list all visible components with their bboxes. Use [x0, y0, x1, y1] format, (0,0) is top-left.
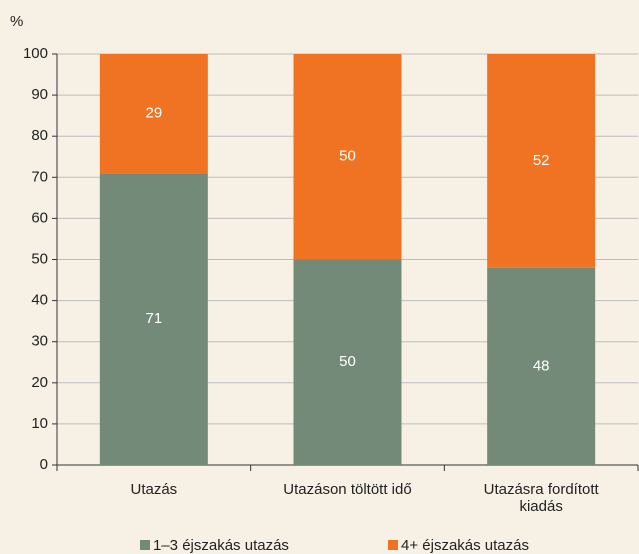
data-label: 29 — [145, 105, 162, 122]
y-tick-label: 70 — [31, 168, 48, 185]
y-tick-label: 10 — [31, 415, 48, 432]
bar-segment — [293, 259, 402, 465]
x-tick-label: Utazáson töltött idő — [283, 481, 412, 498]
x-tick-label: Utazásra fordított kiadás — [483, 481, 599, 515]
bar-segment — [487, 54, 596, 268]
y-tick-label: 30 — [31, 333, 48, 350]
y-tick-label: 80 — [31, 127, 48, 144]
data-label: 71 — [145, 310, 162, 327]
bar-segment — [99, 54, 208, 174]
bar-segment — [293, 54, 402, 260]
bar-segment — [99, 173, 208, 465]
y-tick-label: 0 — [40, 456, 48, 473]
y-axis-label: % — [10, 13, 23, 30]
data-label: 50 — [339, 148, 356, 165]
x-tick-label: Utazás — [130, 481, 178, 498]
y-tick-label: 40 — [31, 292, 48, 309]
legend-swatch — [140, 540, 150, 550]
y-tick-label: 90 — [31, 86, 48, 103]
legend-swatch — [388, 540, 398, 550]
y-tick-label: 100 — [23, 45, 48, 62]
y-tick-label: 60 — [31, 209, 48, 226]
data-label: 50 — [339, 353, 356, 370]
y-tick-label: 50 — [31, 250, 48, 267]
data-label: 48 — [533, 357, 550, 374]
y-tick-label: 20 — [31, 374, 48, 391]
legend-label: 4+ éjszakás utazás — [401, 537, 529, 554]
data-label: 52 — [533, 152, 550, 169]
legend-label: 1–3 éjszakás utazás — [153, 537, 289, 554]
bar-segment — [487, 267, 596, 465]
